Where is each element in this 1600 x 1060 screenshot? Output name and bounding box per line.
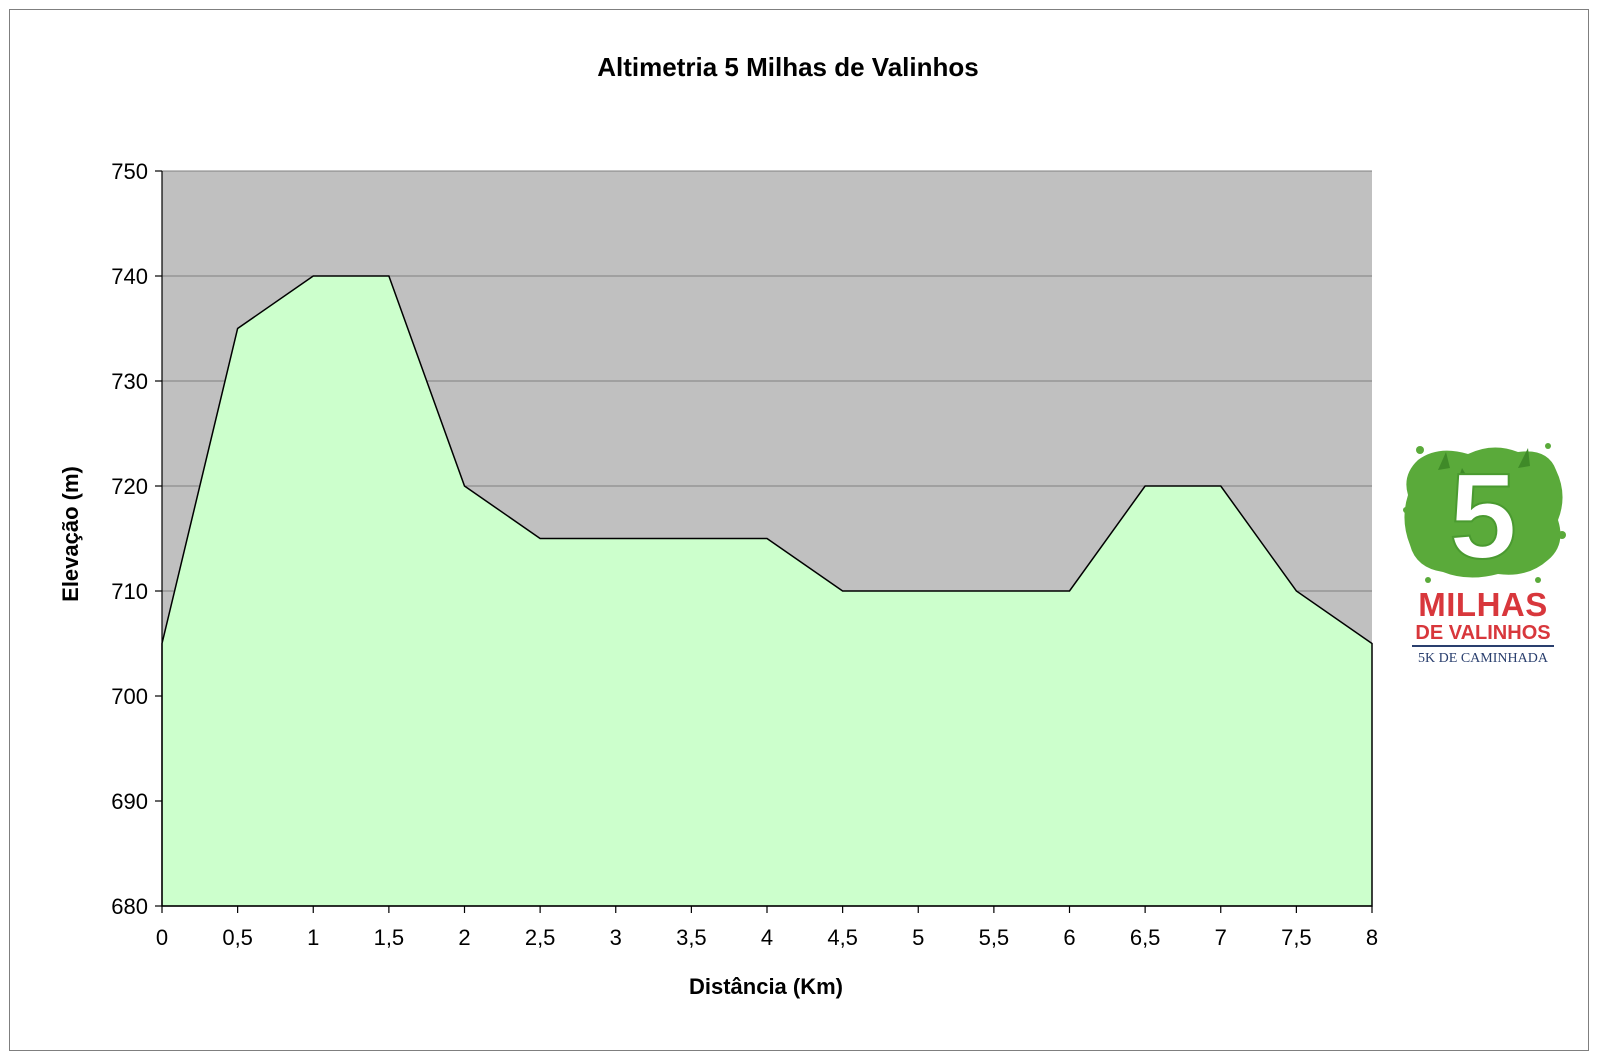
x-tick-label: 0,5 <box>222 925 253 950</box>
y-tick-label: 740 <box>111 264 148 289</box>
y-tick-label: 700 <box>111 684 148 709</box>
logo-divider <box>1412 645 1554 647</box>
x-tick-label: 2 <box>458 925 470 950</box>
x-tick-label: 4 <box>761 925 773 950</box>
x-tick-label: 3 <box>610 925 622 950</box>
event-logo: 5 MILHAS DE VALINHOS 5K DE CAMINHADA <box>1403 443 1566 666</box>
x-tick-label: 7 <box>1215 925 1227 950</box>
y-tick-label: 710 <box>111 579 148 604</box>
x-axis-label: Distância (Km) <box>689 974 843 999</box>
logo-numeral: 5 <box>1449 448 1517 584</box>
x-tick-label: 6 <box>1063 925 1075 950</box>
chart-title: Altimetria 5 Milhas de Valinhos <box>597 52 978 82</box>
elevation-area <box>161 275 1373 907</box>
y-tick-label: 690 <box>111 789 148 814</box>
y-axis-label: Elevação (m) <box>58 466 83 602</box>
x-tick-label: 1,5 <box>374 925 405 950</box>
logo-line1: MILHAS <box>1418 586 1548 623</box>
logo-line3: 5K DE CAMINHADA <box>1418 651 1549 666</box>
x-tick-label: 8 <box>1366 925 1378 950</box>
x-tick-label: 4,5 <box>827 925 858 950</box>
x-tick-label: 0 <box>156 925 168 950</box>
logo-line2: DE VALINHOS <box>1415 622 1550 644</box>
x-tick-label: 3,5 <box>676 925 707 950</box>
x-tick-label: 6,5 <box>1130 925 1161 950</box>
x-tick-label: 5,5 <box>979 925 1010 950</box>
y-tick-label: 730 <box>111 369 148 394</box>
x-tick-label: 1 <box>307 925 319 950</box>
y-tick-label: 720 <box>111 474 148 499</box>
x-tick-label: 2,5 <box>525 925 556 950</box>
y-tick-label: 750 <box>111 159 148 184</box>
y-axis-ticks: 680 690 700 710 720 730 740 750 <box>111 159 162 919</box>
x-axis-ticks: 0 0,5 1 1,5 2 2,5 3 3,5 4 4,5 5 5,5 6 6,5 7 7,5 8 <box>156 906 1378 950</box>
x-tick-label: 5 <box>912 925 924 950</box>
x-tick-label: 7,5 <box>1281 925 1312 950</box>
logo-splash <box>1403 443 1566 583</box>
y-tick-label: 680 <box>111 894 148 919</box>
